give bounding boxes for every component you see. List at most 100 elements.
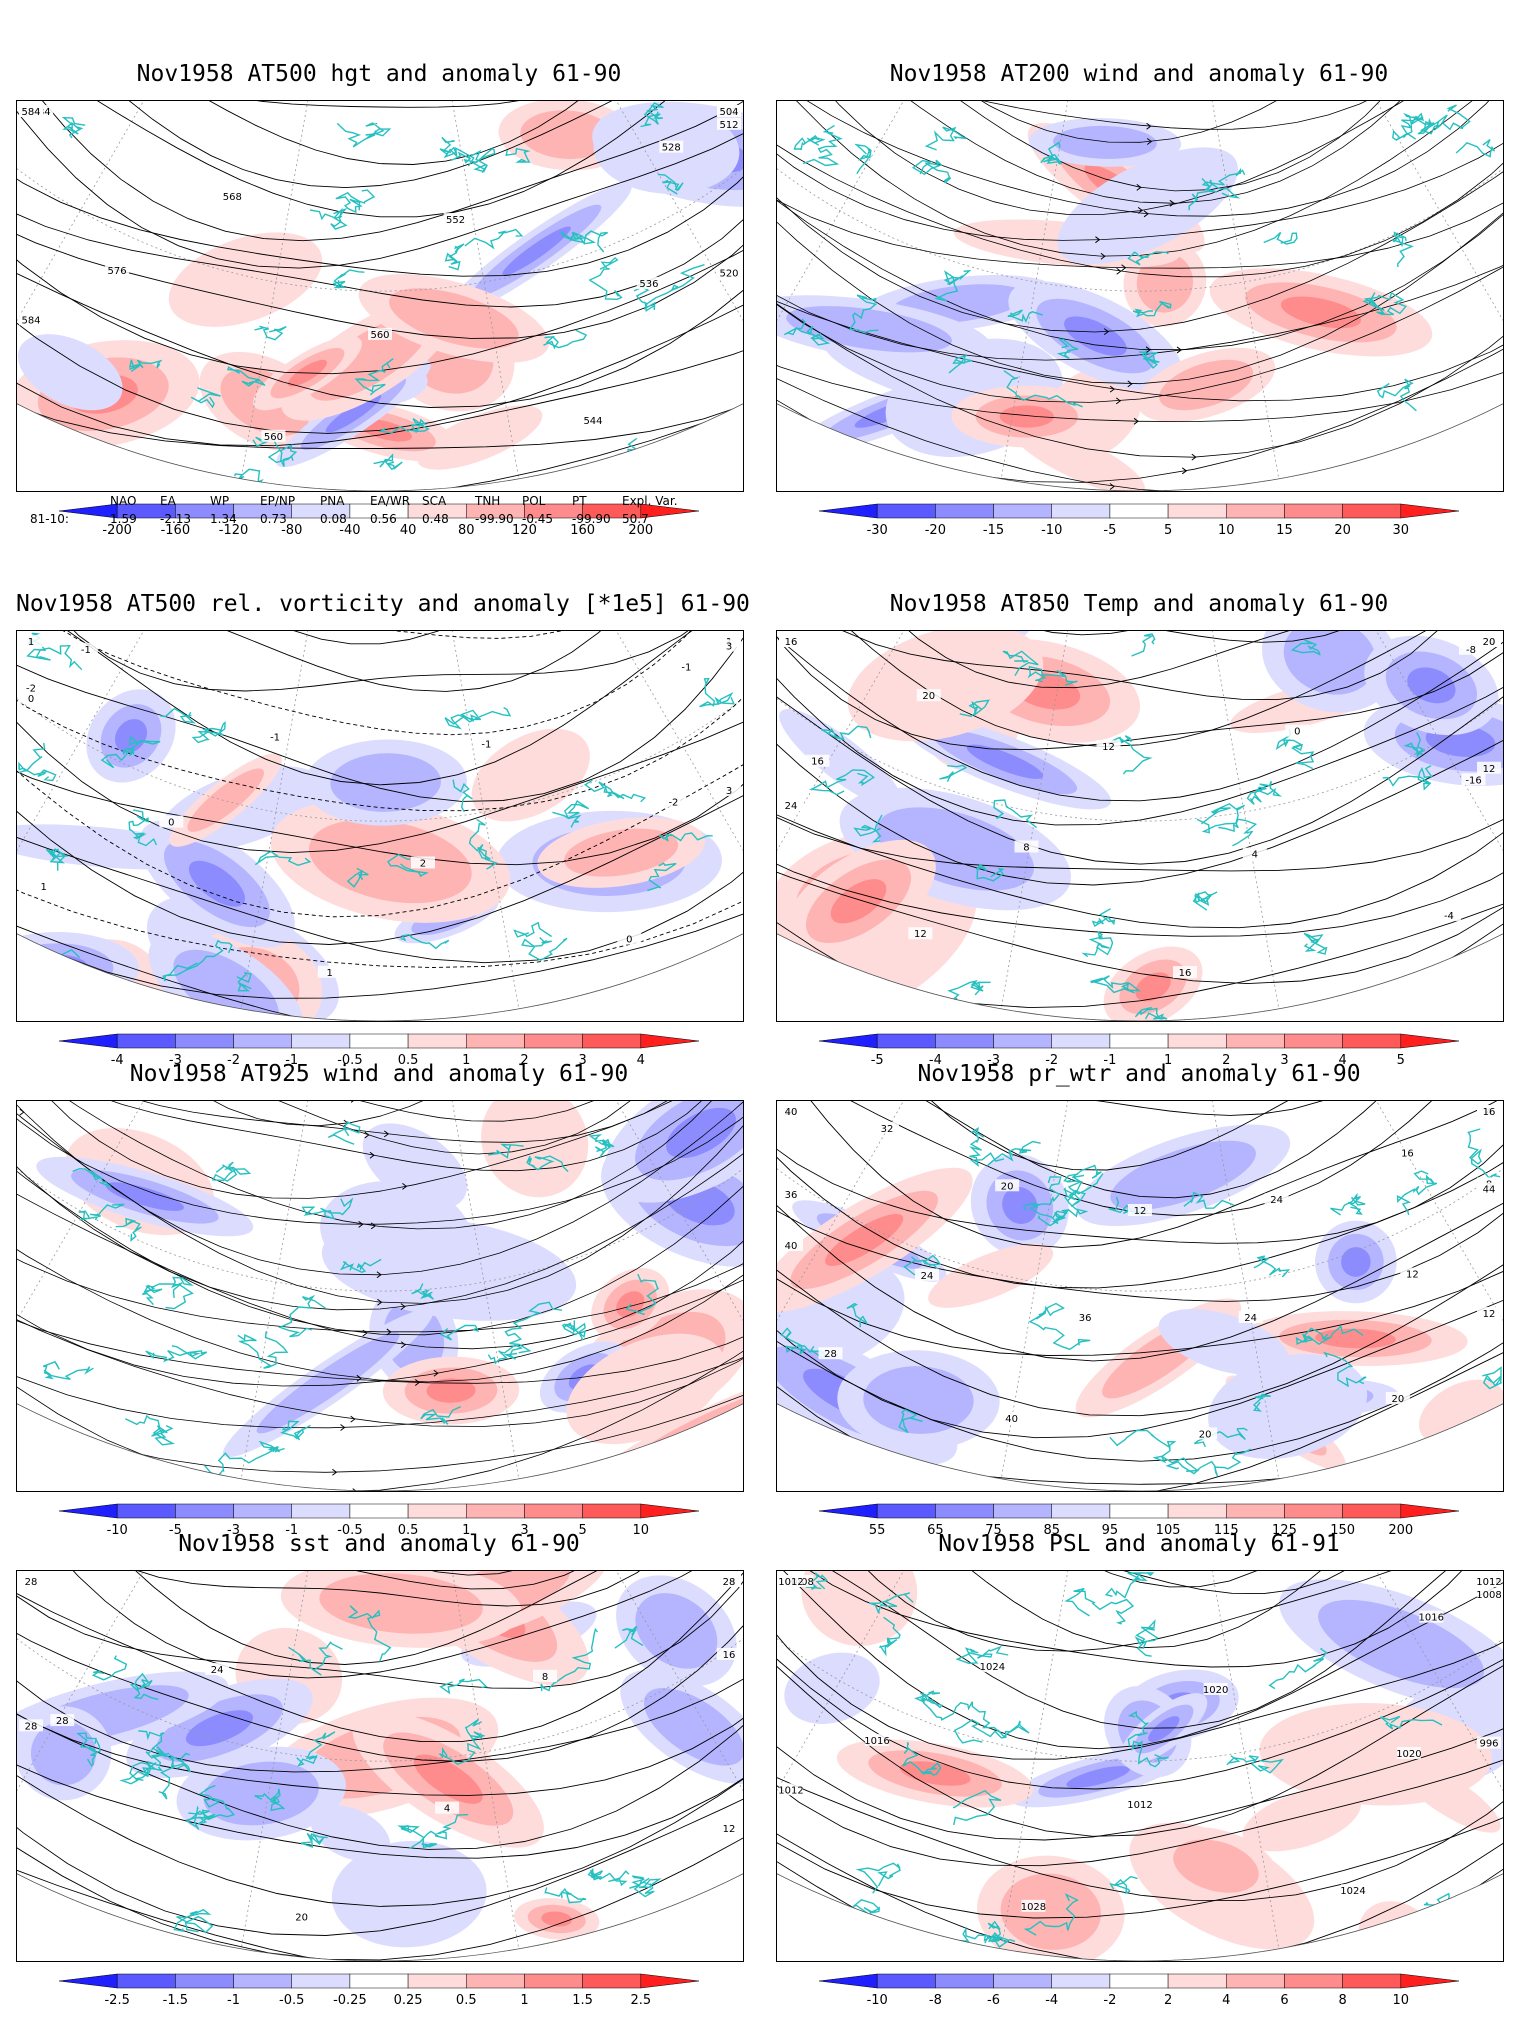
index-value: 1.59 [110, 512, 137, 526]
colorbar-label: -80 [281, 523, 302, 538]
index-header: PT [572, 494, 587, 508]
colorbar-segment [582, 1033, 642, 1049]
colorbar-label: -200 [102, 523, 132, 538]
colorbar-segment [935, 1033, 994, 1049]
index-header: EA [160, 494, 176, 508]
contour-label: 12 [1406, 1270, 1419, 1281]
colorbar-label: 55 [869, 1523, 886, 1538]
colorbar-segment [640, 503, 700, 519]
contour-label: 20 [295, 1913, 308, 1924]
contour-label: 16 [785, 637, 798, 648]
colorbar: -2.5 -1.5 -1 -0.5 -0.25 0.25 0.5 1 1.5 2.5 [58, 1973, 700, 2010]
contour-label: 36 [1079, 1313, 1092, 1324]
contour-label: 1028 [1021, 1902, 1046, 1913]
contour-label: 44 [1483, 1185, 1496, 1196]
contour-label: 28 [824, 1349, 837, 1360]
colorbar-label: -3 [987, 1053, 1000, 1068]
contour-label: 12 [1483, 1309, 1496, 1320]
contour-label: 3 [726, 786, 732, 797]
contour-label: 20 [1001, 1181, 1014, 1192]
colorbar-segment [233, 1973, 292, 1989]
colorbar-label: 0.5 [398, 1053, 419, 1068]
colorbar-label: -2 [227, 1053, 240, 1068]
panel-p4: Nov1958 AT850 Temp and anomaly 61-901624… [776, 590, 1504, 1080]
contour-label: 36 [785, 1190, 798, 1201]
index-header: POL [522, 494, 546, 508]
colorbar: -30 -20 -15 -10 -5 5 10 15 20 30 [818, 503, 1460, 540]
colorbar-segment [640, 1503, 700, 1519]
colorbar-label: 160 [570, 523, 595, 538]
colorbar-segment [876, 503, 936, 519]
contour-label: 28 [56, 1716, 69, 1727]
contour-label: 40 [1005, 1414, 1018, 1425]
contour-label: 544 [583, 416, 602, 427]
colorbar-label: -4 [929, 1053, 942, 1068]
contour-label: 20 [922, 691, 935, 702]
contour-label: 0 [1294, 727, 1300, 738]
colorbar-segment [993, 1973, 1052, 1989]
contour-label: 24 [785, 801, 798, 812]
contour-label: -2 [26, 683, 36, 694]
colorbar-segment [1051, 1973, 1111, 1989]
contour-label: 1020 [1203, 1685, 1228, 1696]
contour-label: 20 [1199, 1429, 1212, 1440]
colorbar-segment [1167, 1503, 1227, 1519]
colorbar-segment [233, 1033, 292, 1049]
panel-p6: Nov1958 pr_wtr and anomaly 61-9032404816… [776, 1060, 1504, 1550]
contour-label: 20 [1483, 637, 1496, 648]
colorbar-segment [233, 1503, 292, 1519]
colorbar-label: 3 [578, 1053, 586, 1068]
contour-label: 1024 [1340, 1886, 1365, 1897]
index-header: PNA [320, 494, 345, 508]
panel-p2: Nov1958 AT200 wind and anomaly 61-90 -30-… [776, 60, 1504, 550]
contour-label: 1012 [778, 1785, 803, 1796]
colorbar-segment [1109, 1503, 1169, 1519]
colorbar-segment [175, 1503, 234, 1519]
colorbar-segment [1284, 1033, 1343, 1049]
index-value: -99.90 [572, 512, 611, 526]
contour-label: 20 [1391, 1394, 1404, 1405]
colorbar-segment [407, 1503, 467, 1519]
colorbar-segment [349, 1033, 409, 1049]
colorbar-segment [524, 1033, 583, 1049]
panel-title: Nov1958 AT500 rel. vorticity and anomaly… [16, 591, 750, 617]
colorbar-label: -4 [1045, 1993, 1058, 2008]
panel-p8: Nov1958 PSL and anomaly 61-91 1016 1012 100… [776, 1530, 1504, 2020]
contour-label: 528 [662, 143, 681, 154]
contour-label: 996 [1479, 1739, 1498, 1750]
colorbar-segment [58, 1503, 118, 1519]
colorbar-segment [1400, 1033, 1460, 1049]
colorbar-segment [993, 1033, 1052, 1049]
colorbar-segment [116, 1033, 176, 1049]
colorbar-segment [1342, 503, 1402, 519]
colorbar-label: -0.25 [333, 1993, 367, 2008]
colorbar-label: 2 [1222, 1053, 1230, 1068]
colorbar-label: -2.5 [104, 1993, 129, 2008]
contour-label: 1016 [864, 1736, 889, 1747]
contour-label: 504 [719, 107, 738, 118]
colorbar-segment [116, 1503, 176, 1519]
panel-title: Nov1958 AT500 hgt and anomaly 61-90 [136, 61, 622, 87]
contour-label: 1016 [1419, 1613, 1444, 1624]
contour-label: 568 [223, 192, 242, 203]
contour-label: 16 [1401, 1149, 1414, 1160]
colorbar-segment [935, 1503, 994, 1519]
contour-label: 32 [881, 1124, 894, 1135]
contour-label: 40 [785, 1241, 798, 1252]
colorbar-label: 3 [1280, 1053, 1288, 1068]
contour-label: 1 [28, 637, 34, 648]
colorbar-segment [1167, 1033, 1227, 1049]
contour-label: 16 [1179, 968, 1192, 979]
map-plot: 0133-1-20-121-101-1-201 [16, 630, 744, 1022]
colorbar: -10 -5 -3 -1 -0.5 0.5 1 3 5 10 [58, 1503, 700, 1540]
contour-label: -1 [481, 740, 491, 751]
colorbar-label: -10 [867, 1993, 888, 2008]
colorbar-segment [1342, 1503, 1402, 1519]
colorbar-segment [935, 503, 994, 519]
colorbar-label: 1 [462, 1523, 470, 1538]
colorbar: -10 -8 -6 -4 -2 2 4 6 8 10 [818, 1973, 1460, 2010]
colorbar-segment [291, 1503, 351, 1519]
colorbar-segment [640, 1033, 700, 1049]
colorbar-segment [1226, 1503, 1285, 1519]
colorbar-segment [993, 1503, 1052, 1519]
